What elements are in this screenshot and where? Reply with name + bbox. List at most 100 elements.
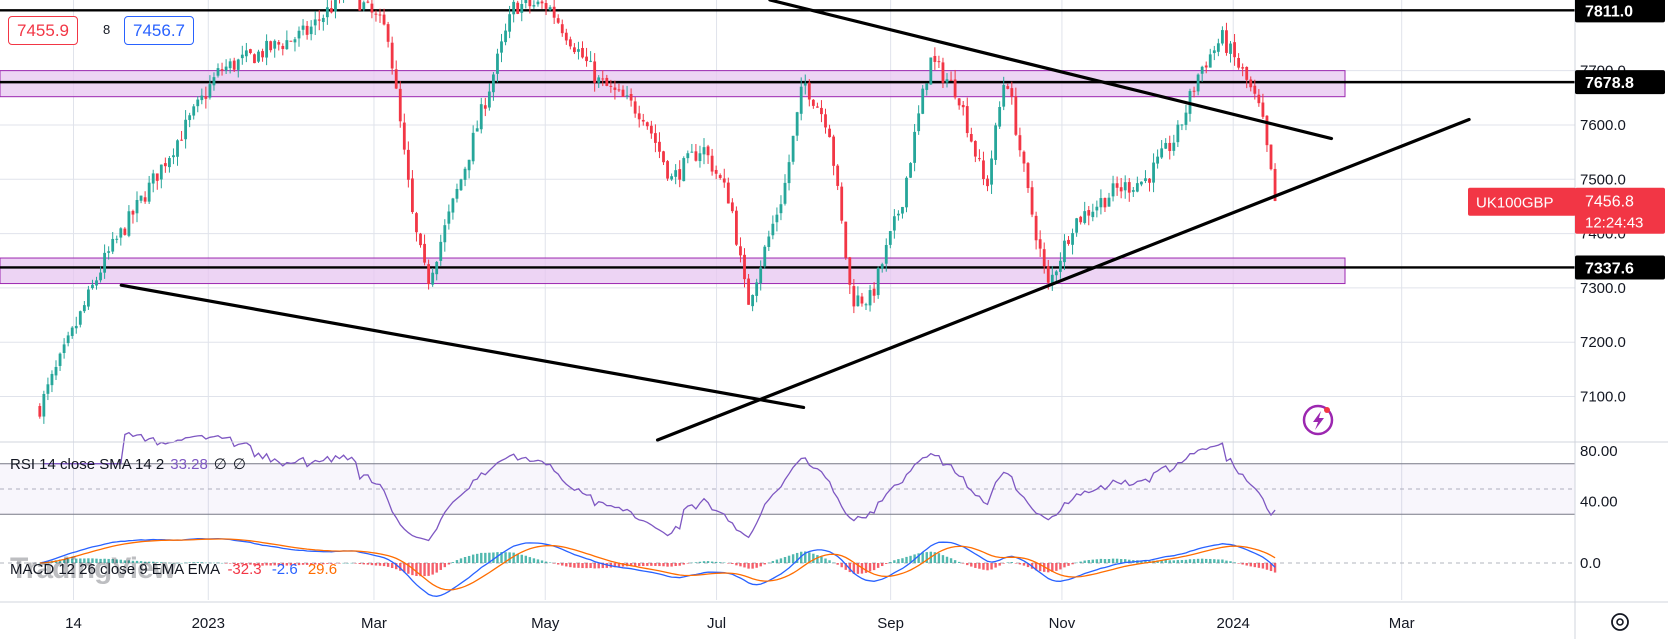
macd-hist-bar bbox=[540, 560, 544, 563]
macd-hist-bar bbox=[613, 563, 617, 568]
macd-hist-bar bbox=[824, 558, 827, 563]
macd-hist-bar bbox=[395, 563, 398, 570]
candle-body bbox=[633, 101, 637, 114]
macd-legend[interactable]: MACD 12 26 close 9 EMA EMA -32.3 -2.6 29… bbox=[10, 561, 337, 578]
macd-hist-bar bbox=[168, 562, 171, 564]
macd-hist-bar bbox=[1241, 563, 1244, 565]
macd-hist-bar bbox=[172, 562, 175, 564]
bid-price[interactable]: 7455.9 bbox=[8, 16, 78, 45]
macd-hist-bar bbox=[1091, 559, 1095, 563]
candle-body bbox=[743, 254, 746, 280]
candle-body bbox=[577, 49, 580, 52]
last-price-badge-bg bbox=[1575, 187, 1665, 234]
macd-hist-bar bbox=[1022, 563, 1026, 566]
symbol-badge-bg bbox=[1468, 187, 1576, 216]
macd-hist-bar bbox=[407, 563, 410, 574]
candle-body bbox=[528, 0, 532, 7]
candle-body bbox=[42, 393, 46, 417]
candle-body bbox=[1148, 178, 1151, 183]
candle-body bbox=[1144, 178, 1147, 182]
candle-body bbox=[1168, 142, 1172, 152]
macd-hist-bar bbox=[358, 563, 361, 565]
candle-body bbox=[91, 284, 94, 289]
macd-hist-bar bbox=[1067, 563, 1070, 566]
candle-body bbox=[115, 238, 119, 240]
macd-hist-bar bbox=[694, 562, 698, 563]
candle-body bbox=[147, 182, 151, 202]
candle-body bbox=[492, 74, 495, 93]
macd-hist-bar bbox=[139, 561, 143, 563]
macd-hist-bar bbox=[342, 562, 345, 564]
macd-hist-bar bbox=[520, 554, 523, 563]
candle-body bbox=[1196, 74, 1200, 92]
signal-line bbox=[39, 538, 1276, 591]
macd-hist-bar bbox=[366, 563, 370, 565]
macd-hist-bar bbox=[1164, 559, 1167, 563]
macd-hist-bar bbox=[706, 561, 710, 563]
macd-hist-bar bbox=[982, 563, 985, 570]
candle-body bbox=[795, 112, 799, 136]
macd-hist-bar bbox=[447, 563, 451, 565]
macd-hist-bar bbox=[1209, 558, 1212, 563]
macd-hist-bar bbox=[463, 557, 467, 563]
rsi-legend[interactable]: RSI 14 close SMA 14 2 33.28 ∅ ∅ bbox=[10, 455, 246, 473]
ask-price[interactable]: 7456.7 bbox=[124, 16, 194, 45]
macd-hist-bar bbox=[577, 563, 580, 568]
time-tick-label: Sep bbox=[877, 615, 904, 632]
macd-hist-bar bbox=[476, 553, 479, 563]
candle-body bbox=[374, 13, 378, 15]
candle-body bbox=[1103, 197, 1107, 208]
macd-hist-bar bbox=[297, 563, 301, 566]
candle-body bbox=[1140, 181, 1143, 185]
macd-hist-bar bbox=[309, 563, 313, 565]
candle-body bbox=[1131, 190, 1135, 192]
macd-legend-label: MACD 12 26 close 9 EMA EMA bbox=[10, 561, 220, 578]
macd-hist-bar bbox=[508, 552, 511, 563]
candle-body bbox=[463, 168, 467, 180]
macd-hist-bar bbox=[767, 562, 771, 564]
candle-body bbox=[1184, 112, 1188, 125]
candle-body bbox=[880, 264, 884, 269]
candle-body bbox=[1261, 102, 1265, 117]
macd-hist-bar bbox=[905, 556, 908, 563]
macd-hist-bar bbox=[1205, 558, 1208, 563]
macd-hist-bar bbox=[228, 563, 232, 564]
macd-hist-bar bbox=[1229, 561, 1232, 563]
candle-body bbox=[1164, 142, 1168, 149]
candle-body bbox=[439, 241, 443, 261]
candle-body bbox=[216, 68, 220, 76]
candle-body bbox=[107, 251, 111, 253]
candle-body bbox=[828, 128, 831, 138]
candle-body bbox=[1172, 142, 1176, 151]
candle-body bbox=[378, 14, 382, 16]
macd-hist-bar bbox=[820, 556, 823, 563]
macd-hist-bar bbox=[532, 558, 536, 563]
gear-icon[interactable] bbox=[1611, 613, 1629, 631]
countdown-label: 12:24:43 bbox=[1585, 215, 1643, 232]
candle-body bbox=[293, 39, 297, 43]
price-tick-label: 7100.0 bbox=[1580, 389, 1626, 406]
macd-hist-bar bbox=[1233, 562, 1236, 563]
candle-body bbox=[629, 93, 633, 101]
flash-icon[interactable] bbox=[1302, 404, 1334, 436]
macd-hist-bar bbox=[147, 561, 151, 563]
candle-body bbox=[686, 153, 690, 159]
candle-body bbox=[1067, 239, 1070, 244]
candle-body bbox=[500, 41, 503, 53]
candle-body bbox=[637, 113, 641, 120]
tradingview-watermark: TradingView bbox=[10, 552, 176, 585]
macd-hist-bar bbox=[75, 558, 78, 563]
spread-value: 8 bbox=[103, 22, 111, 37]
macd-hist-bar bbox=[1119, 559, 1123, 563]
candle-body bbox=[1160, 148, 1164, 158]
macd-legend-macd: -2.6 bbox=[271, 561, 298, 578]
macd-hist-bar bbox=[492, 552, 495, 563]
macd-hist-bar bbox=[390, 563, 394, 569]
candle-body bbox=[864, 304, 868, 306]
candle-body bbox=[787, 162, 791, 184]
macd-hist-bar bbox=[739, 563, 742, 567]
support-resistance-zones bbox=[0, 70, 1346, 285]
macd-hist-bar bbox=[1038, 563, 1042, 572]
candle-body bbox=[568, 39, 572, 47]
